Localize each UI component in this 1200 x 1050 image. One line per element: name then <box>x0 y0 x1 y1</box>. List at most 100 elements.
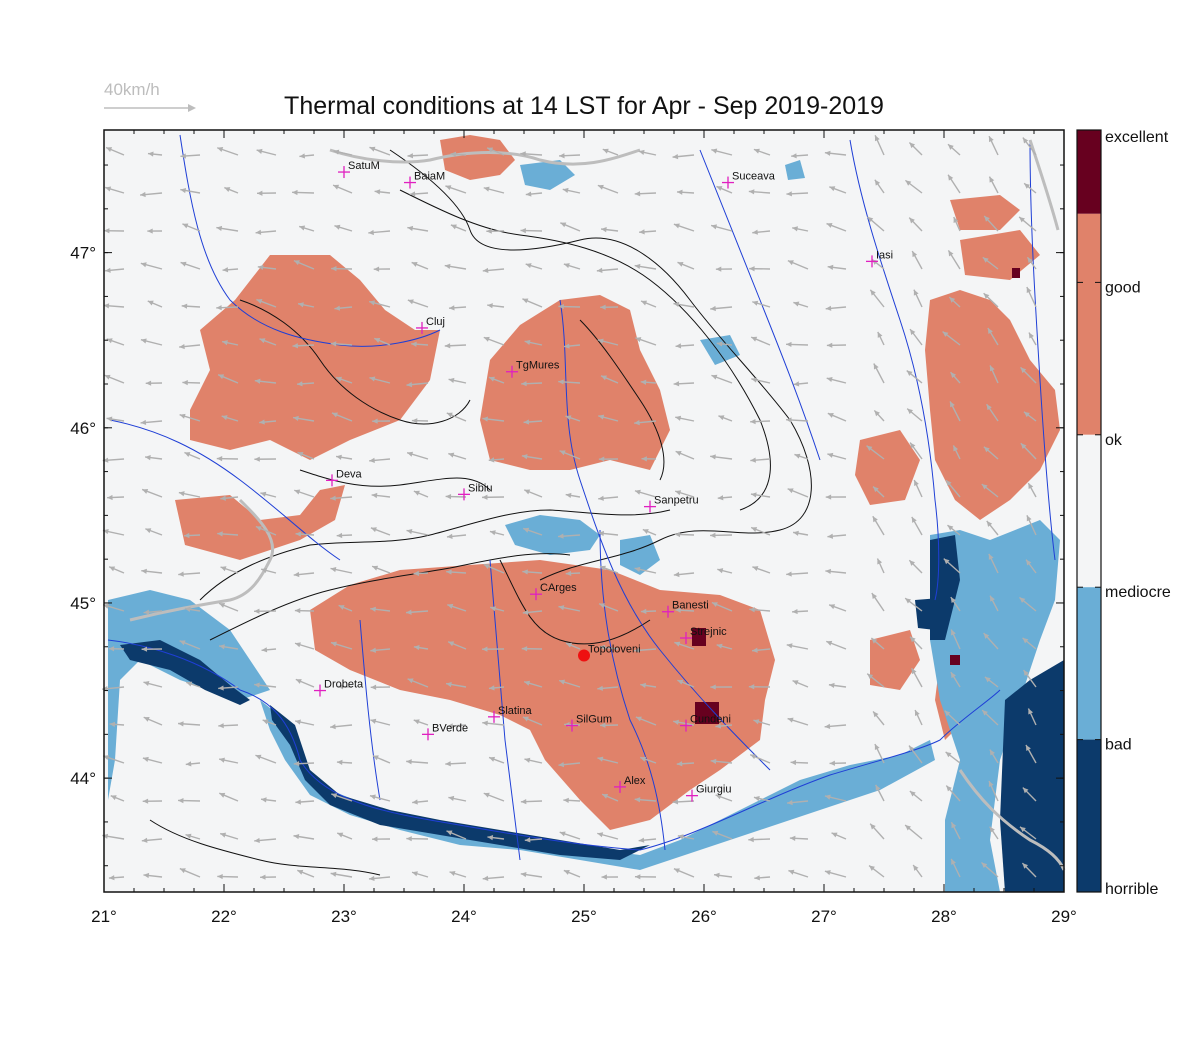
wind-arrow-head <box>792 680 799 686</box>
wind-arrow-head <box>483 792 490 798</box>
wind-arrow-head <box>634 489 641 495</box>
region-bad <box>120 535 1064 892</box>
city-label: Giurgiu <box>696 784 731 796</box>
wind-arrow-head <box>673 868 680 874</box>
colorbar-band <box>1077 130 1101 214</box>
wind-arrow-head <box>634 191 641 197</box>
city-marker[interactable]: TgMures <box>506 360 560 378</box>
wind-arrow-head <box>180 153 187 159</box>
city-marker[interactable]: Cluj <box>416 316 445 334</box>
wind-arrow-head <box>600 304 606 310</box>
wind-arrow-head <box>261 567 268 574</box>
wind-arrow-head <box>368 229 374 236</box>
wind-arrow-head <box>445 493 452 500</box>
wind-arrow-head <box>1023 670 1029 676</box>
city-markers: SatuM BaiaM Suceava Iasi Cluj TgMures Deva Sibi… <box>314 160 893 802</box>
wind-arrow-head <box>829 604 836 610</box>
wind-arrow-head <box>986 520 993 527</box>
wind-arrow-head <box>299 153 306 159</box>
wind-arrow-head <box>910 442 916 449</box>
city-marker[interactable]: BaiaM <box>404 171 445 189</box>
wind-arrow-head <box>565 570 572 577</box>
city-marker[interactable]: Slatina <box>488 705 533 723</box>
wind-arrow-head <box>600 375 607 381</box>
wind-arrow-head <box>179 343 185 350</box>
wind-arrow-head <box>147 151 154 157</box>
wind-arrow-head <box>178 797 184 804</box>
wind-arrow-head <box>877 331 883 338</box>
wind-arrow-head <box>487 835 494 841</box>
wind-arrow-head <box>411 262 418 267</box>
region-excellent <box>692 268 1020 724</box>
city-marker[interactable]: Sibiu <box>458 482 492 501</box>
wind-arrow-head <box>789 835 796 841</box>
wind-arrow-head <box>826 376 833 383</box>
wind-arrow-head <box>950 672 956 679</box>
wind-arrow-head <box>217 531 223 537</box>
wind-arrow-head <box>330 567 337 573</box>
wind-arrow-head <box>600 722 606 728</box>
wind-arrow-head <box>487 303 493 309</box>
wind-arrow-head <box>482 720 488 726</box>
wind-arrow-head <box>989 176 995 183</box>
wind-arrow-head <box>180 261 187 267</box>
wind-arrow-head <box>602 148 609 154</box>
wind-arrow-head <box>142 756 149 762</box>
city-marker[interactable]: SatuM <box>338 160 380 179</box>
wind-arrow-head <box>634 797 641 803</box>
wind-arrow-head <box>1023 411 1030 418</box>
wind-arrow-head <box>334 224 341 230</box>
wind-arrow-head <box>330 871 337 877</box>
city-marker[interactable]: Strejnic <box>680 626 727 644</box>
map-area[interactable] <box>102 130 1066 892</box>
wind-arrow-head <box>710 454 716 460</box>
city-marker[interactable]: SilGum <box>566 714 612 732</box>
city-marker[interactable]: Suceava <box>722 171 776 189</box>
wind-arrow-head <box>488 685 495 691</box>
wind-arrow-head <box>141 568 147 574</box>
wind-arrow-head <box>292 343 299 349</box>
city-label: BVerde <box>432 722 468 734</box>
wind-arrow-head <box>178 721 184 727</box>
city-marker[interactable]: CArges <box>530 582 577 601</box>
wind-arrow-head <box>753 148 760 154</box>
wind-arrow-head <box>145 455 151 461</box>
wind-arrow-head <box>295 719 301 725</box>
wind-arrow-head <box>372 418 378 424</box>
wind-arrow-head <box>640 608 647 614</box>
wind-arrow-head <box>873 486 879 493</box>
wind-arrow-head <box>601 227 607 233</box>
wind-arrow-head <box>827 452 834 458</box>
wind-arrow-head <box>913 289 919 296</box>
city-marker[interactable]: Banesti <box>662 600 709 618</box>
wind-arrow-head <box>750 492 757 498</box>
wind-arrow-head <box>750 457 756 463</box>
city-marker[interactable]: Alex <box>614 775 646 793</box>
city-marker[interactable]: Giurgiu <box>686 784 731 802</box>
city-marker[interactable]: Cundeni <box>680 714 731 732</box>
wind-arrow-head <box>831 832 838 838</box>
wind-arrow-head <box>524 757 531 763</box>
wind-arrow-head <box>1020 367 1027 374</box>
wind-arrow-head <box>220 832 227 838</box>
wind-arrow-head <box>184 452 191 457</box>
wind-arrow-head <box>599 644 606 650</box>
wind-arrow-head <box>178 491 185 497</box>
wind-arrow-head <box>559 679 566 685</box>
wind-arrow-head <box>298 302 304 308</box>
city-marker[interactable]: Topoloveni <box>578 644 641 662</box>
city-marker[interactable]: Deva <box>326 468 363 487</box>
city-marker[interactable]: BVerde <box>422 722 468 741</box>
city-label: Sibiu <box>468 482 492 494</box>
wind-arrow-head <box>147 300 154 306</box>
wind-arrow-head <box>412 871 418 877</box>
city-marker[interactable]: Iasi <box>866 249 893 268</box>
wind-arrow-head <box>953 445 959 452</box>
wind-arrow-head <box>638 837 645 843</box>
wind-arrow-head <box>448 795 455 802</box>
city-marker[interactable]: Sanpetru <box>644 495 699 513</box>
wind-arrow-head <box>1024 183 1030 189</box>
wind-arrow-head <box>409 191 416 197</box>
city-marker[interactable]: Drobeta <box>314 679 364 697</box>
